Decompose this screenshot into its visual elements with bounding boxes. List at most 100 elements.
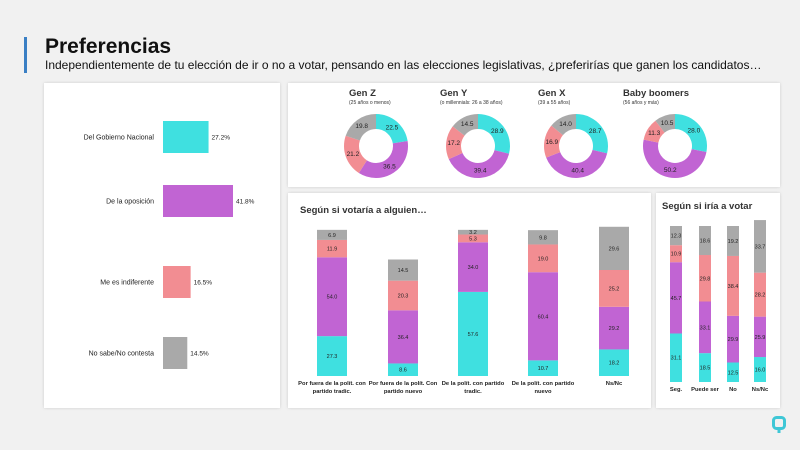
stack-segment-label: 28.2 [755,293,766,299]
donut-slice-oposicion [358,140,408,178]
stack-segment-no-sabe [670,226,682,246]
stack-segment-no-sabe [528,230,558,245]
stack-segment-label: 16.0 [755,368,766,374]
stack-segment-gobierno [754,357,766,382]
stack-segment-label: 12.3 [671,234,682,240]
donut-slice-gobierno [675,114,707,152]
donut-slice-label: 28.9 [491,128,504,135]
stack-segment-gobierno [528,360,558,376]
stack-segment-no-sabe [599,226,629,271]
category-label: De la polít. con partido [512,381,575,387]
stack-segment-label: 10.9 [671,252,682,258]
stack-segment-oposicion [317,257,347,337]
total-category-label: Me es indiferente [100,280,154,287]
stack-segment-no-sabe [699,226,711,256]
category-label: partido tradic. [313,389,352,395]
donut-slice-indiferente [446,126,465,160]
stack-segment-gobierno [599,349,629,376]
page-title: Preferencias [45,35,172,58]
donut-slice-label: 17.2 [447,140,460,147]
total-value-label: 41.8% [236,199,255,206]
total-value-label: 16.5% [194,280,213,287]
donut-slice-label: 14.5 [461,121,474,128]
page-subtitle: Independientemente de tu elección de ir … [45,58,762,72]
stack-segment-gobierno [388,363,418,376]
total-panel: Del Gobierno Nacional 27.2% De la oposició… [44,83,280,408]
stack-segment-label: 29.6 [609,246,620,252]
votaria-stacked-chart: 27.3 54.0 11.9 6.9 Por fuera de la polít. co… [298,226,629,395]
stack-segment-label: 19.2 [728,239,739,245]
donut-slice-label: 40.4 [571,167,584,174]
donut-slice-label: 16.9 [545,139,558,146]
donut-slice-indiferente [344,135,367,174]
donut-slice-label: 28.0 [688,127,701,134]
donut-subtitle: (39 a 55 años) [538,100,571,106]
stack-segment-no-sabe [458,229,488,235]
category-label: De la polít. con partido [442,381,505,387]
stack-segment-label: 36.4 [398,335,409,341]
donut-slice-label: 50.2 [664,167,677,174]
generations-panel: 22.5 36.5 21.2 19.8 28.9 39.4 17.2 14.5 28.7 40.4… [288,83,780,187]
donut-title-gen-x: Gen X [538,88,566,99]
total-category-label: No sabe/No contesta [89,351,154,358]
category-label: Ns/Nc [606,381,623,387]
generations-donut-chart: 22.5 36.5 21.2 19.8 28.9 39.4 17.2 14.5 28.7 40.4… [344,114,707,179]
stack-segment-label: 14.5 [398,268,409,274]
stack-segment-no-sabe [317,229,347,240]
stack-segment-label: 45.7 [671,296,682,302]
donut-slice-no-sabe [452,114,478,136]
stack-segment-label: 29.2 [609,326,620,332]
stack-segment-label: 60.4 [538,314,549,320]
stack-segment-label: 38.4 [728,284,739,290]
stack-segment-oposicion [699,301,711,354]
donut-slice-no-sabe [551,114,576,136]
stack-segment-oposicion [388,310,418,364]
stack-segment-label: 27.3 [327,354,338,360]
donut-slice-gobierno [478,114,510,154]
category-label: Ns/Nc [752,387,769,393]
donut-slice-label: 10.5 [661,120,674,127]
stack-segment-indiferente [388,280,418,311]
title-accent-bar [24,37,27,73]
donut-slice-label: 21.2 [347,151,360,158]
stack-segment-label: 54.0 [327,295,338,301]
stack-segment-oposicion [458,242,488,292]
stack-segment-label: 11.9 [327,247,337,253]
donut-title-baby-boomers: Baby boomers [623,88,689,99]
stack-segment-indiferente [528,244,558,273]
stack-segment-label: 8.6 [399,368,407,374]
stack-segment-oposicion [599,306,629,350]
stack-segment-label: 3.2 [469,230,477,236]
total-value-label: 27.2% [212,135,231,142]
category-label: Por fuera de la polít. con [298,381,366,387]
donut-title-gen-y: Gen Y [440,88,468,99]
stack-segment-oposicion [754,316,766,358]
donut-slice-indiferente [544,125,563,158]
donut-slice-no-sabe [655,114,675,133]
donut-subtitle: (25 años o menos) [349,100,391,106]
category-label: No [729,387,737,393]
stack-segment-label: 18.5 [700,366,711,372]
total-value-label: 14.5% [190,351,209,358]
donut-slice-oposicion [546,149,608,178]
stack-segment-label: 12.5 [728,370,739,376]
donut-subtitle: (56 años y más) [623,100,659,106]
category-label: Seg. [670,387,683,393]
total-category-label: De la oposición [106,199,154,206]
donut-slice-oposicion [448,150,510,178]
donut-title-gen-z: Gen Z [349,88,376,99]
donut-slice-label: 28.7 [589,128,602,135]
stack-segment-label: 33.1 [700,325,711,331]
votaria-panel: Según si votaría a alguien… 27.3 54.0 11.9… [288,193,651,408]
stack-segment-gobierno [727,362,739,382]
donut-slice-oposicion [642,139,707,179]
stack-segment-indiferente [317,239,347,258]
stack-segment-oposicion [670,262,682,334]
donut-slice-gobierno [576,114,608,154]
category-label: partido nuevo [384,389,423,395]
stack-segment-label: 29.8 [700,276,711,282]
total-bar-no-sabe-no-contesta [163,337,188,369]
brand-logo-icon [772,416,786,433]
stack-segment-label: 10.7 [538,366,549,372]
donut-slice-no-sabe [345,114,376,141]
